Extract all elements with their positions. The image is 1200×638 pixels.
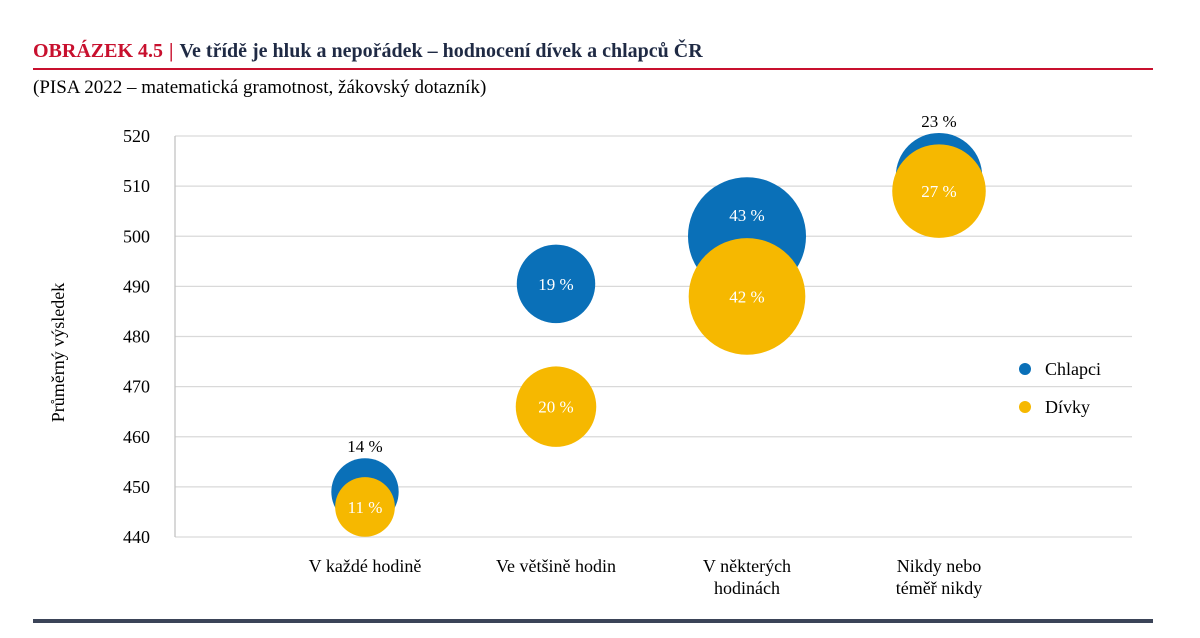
title-rule xyxy=(33,68,1153,70)
y-tick-label: 460 xyxy=(123,427,150,447)
y-tick-label: 520 xyxy=(123,126,150,146)
x-category-label: Ve většině hodin xyxy=(496,556,616,576)
y-tick-label: 440 xyxy=(123,527,150,547)
title-separator: | xyxy=(169,40,174,62)
bubble-divky xyxy=(335,477,395,537)
y-tick-label: 480 xyxy=(123,327,150,347)
data-label-divky: 11 % xyxy=(348,498,383,517)
x-category-label: téměř nikdy xyxy=(896,578,982,598)
y-tick-label: 510 xyxy=(123,176,150,196)
figure-title-text: Ve třídě je hluk a nepořádek – hodnocení… xyxy=(179,40,703,62)
y-tick-label: 470 xyxy=(123,377,150,397)
data-label-divky: 20 % xyxy=(538,398,573,417)
legend-label: Chlapci xyxy=(1045,359,1101,379)
bubble-divky xyxy=(515,366,597,447)
data-label-chlapci: 23 % xyxy=(921,112,956,131)
y-tick-label: 450 xyxy=(123,477,150,497)
data-label-divky: 27 % xyxy=(921,182,956,201)
data-label-chlapci: 19 % xyxy=(538,275,573,294)
legend-label: Dívky xyxy=(1045,397,1090,417)
x-category-label: hodinách xyxy=(714,578,780,598)
figure-label: OBRÁZEK 4.5 xyxy=(33,40,164,62)
x-category-label: V některých xyxy=(703,556,791,576)
bubble-divky xyxy=(688,238,806,355)
bubble-chlapci xyxy=(516,244,596,324)
data-label-chlapci: 43 % xyxy=(729,206,764,225)
y-tick-label: 500 xyxy=(123,226,150,246)
y-axis-label: Průměrný výsledek xyxy=(48,283,68,422)
x-category-label: V každé hodině xyxy=(309,556,422,576)
figure-title: OBRÁZEK 4.5 | Ve třídě je hluk a nepořádek… xyxy=(33,40,1153,63)
data-label-chlapci: 14 % xyxy=(347,437,382,456)
data-label-divky: 42 % xyxy=(729,287,764,306)
figure-subtitle: (PISA 2022 – matematická gramotnost, žák… xyxy=(33,77,487,98)
bottom-rule xyxy=(33,619,1153,623)
legend-marker xyxy=(1019,363,1031,375)
x-category-label: Nikdy nebo xyxy=(897,556,982,576)
y-tick-label: 490 xyxy=(123,276,150,296)
bubble-divky xyxy=(892,144,986,238)
legend-marker xyxy=(1019,401,1031,413)
